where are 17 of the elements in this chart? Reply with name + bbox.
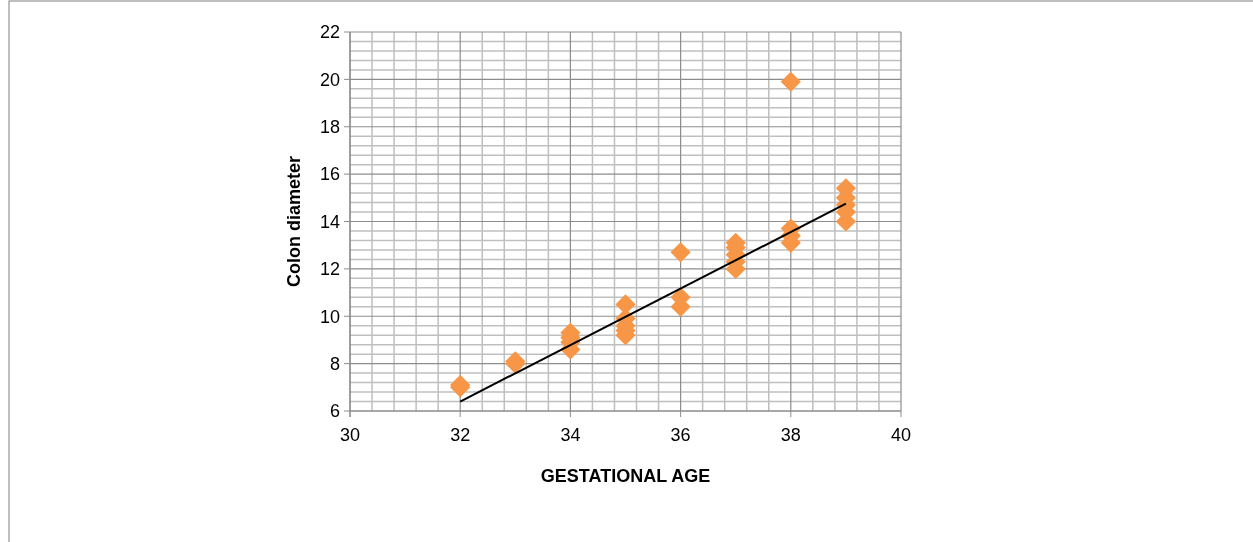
y-tick-label: 18 — [319, 117, 340, 138]
y-tick-label: 12 — [319, 259, 340, 280]
x-tick-label: 40 — [890, 425, 912, 445]
y-tick-label: 20 — [319, 69, 340, 90]
y-tick-label: 8 — [329, 353, 340, 374]
x-tick-label: 38 — [780, 425, 801, 445]
x-tick-label: 30 — [339, 425, 361, 445]
x-axis-title: GESTATIONAL AGE — [540, 466, 711, 486]
y-tick-label: 6 — [329, 401, 340, 422]
y-tick-label: 10 — [319, 306, 340, 327]
y-axis-title: Colon diameter — [284, 155, 304, 288]
y-tick-label: 14 — [319, 211, 340, 232]
y-tick-label: 16 — [319, 164, 340, 185]
y-tick-label: 22 — [319, 22, 340, 43]
x-tick-label: 34 — [560, 425, 581, 445]
x-tick-label: 36 — [670, 425, 691, 445]
x-tick-label: 32 — [450, 425, 471, 445]
